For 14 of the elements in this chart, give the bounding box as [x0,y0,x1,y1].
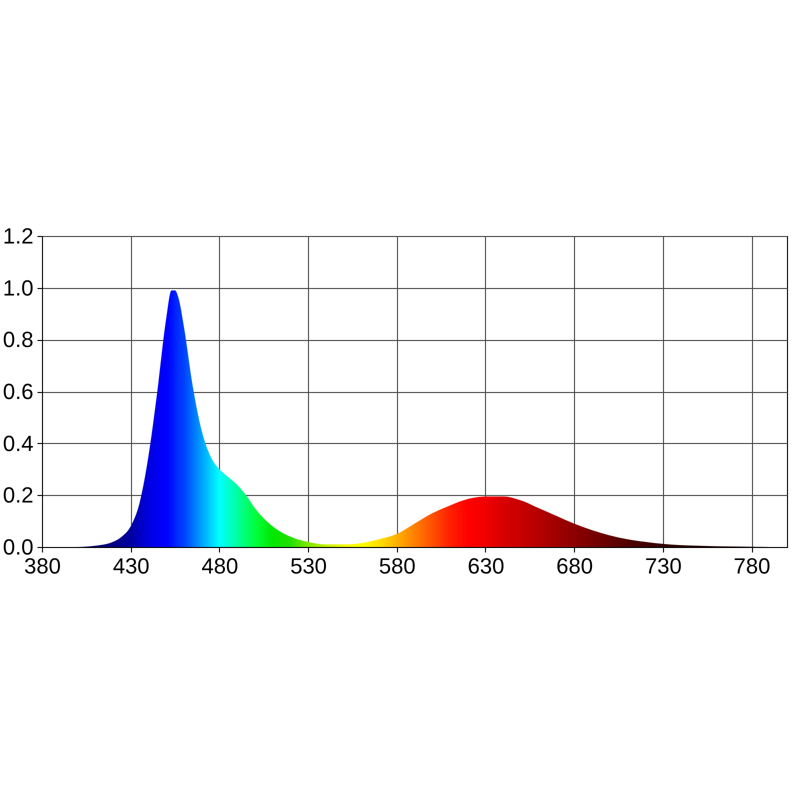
x-tick-label: 530 [290,554,327,578]
y-tick-label: 1.2 [2,224,34,248]
y-tick-label: 0.4 [2,430,34,456]
y-tick-label: 0.2 [2,482,34,508]
y-tick-label: 0.8 [2,327,34,352]
y-tick-label: 0.6 [2,379,34,404]
x-tick-label: 430 [112,554,150,578]
x-tick-label: 580 [378,554,416,578]
x-tick-label: 680 [556,554,593,578]
y-tick-label: 1.0 [2,275,34,300]
x-tick-label: 630 [468,554,504,578]
x-tick-label: 730 [644,554,682,578]
x-tick-label: 780 [734,554,770,578]
x-tick-label: 480 [202,554,238,578]
